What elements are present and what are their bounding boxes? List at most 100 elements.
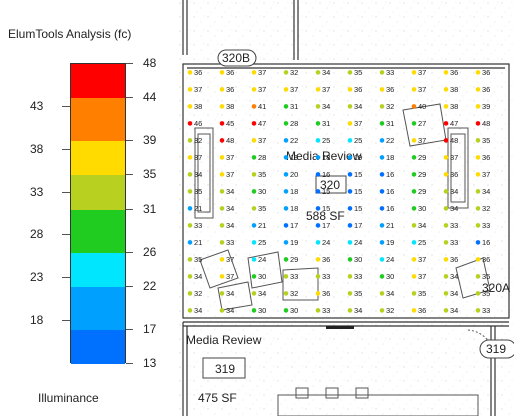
- calc-point-value: 33: [386, 68, 394, 77]
- calc-point-dot: [283, 189, 289, 194]
- calc-point-value: 36: [322, 255, 330, 264]
- calc-point-value: 35: [482, 136, 490, 145]
- calc-point-dot: [411, 308, 417, 313]
- calc-point-value: 32: [290, 289, 298, 298]
- calc-point-dot: [379, 155, 385, 160]
- scale-label-left: 18: [30, 313, 44, 328]
- calc-point-dot: [315, 291, 321, 296]
- calc-point-value: 36: [482, 68, 490, 77]
- calc-point-dot: [219, 257, 225, 262]
- calc-point-value: 22: [290, 136, 298, 145]
- scale-label-left: 43: [30, 98, 44, 113]
- calc-point-dot: [315, 104, 321, 109]
- calc-point-value: 21: [258, 221, 266, 230]
- calc-point-dot: [251, 223, 257, 228]
- room-320B-tag[interactable]: 320B: [217, 49, 257, 67]
- scale-label-right: 31: [143, 201, 157, 216]
- calc-point-value: 37: [290, 85, 298, 94]
- calc-point-dot: [251, 155, 257, 160]
- color-band: [71, 286, 125, 330]
- calc-point-value: 35: [258, 204, 266, 213]
- calc-point-dot: [187, 172, 193, 177]
- calc-point-dot: [475, 206, 481, 211]
- calc-point-value: 38: [450, 85, 458, 94]
- calc-point-dot: [315, 121, 321, 126]
- calc-point-value: 34: [354, 102, 362, 111]
- calc-point-value: 37: [322, 85, 330, 94]
- calc-point-dot: [187, 291, 193, 296]
- calc-point-value: 28: [290, 119, 298, 128]
- calc-point-dot: [475, 189, 481, 194]
- calc-point-dot: [347, 240, 353, 245]
- calc-point-value: 18: [290, 204, 298, 213]
- calc-point-value: 32: [386, 102, 394, 111]
- calc-point-dot: [379, 274, 385, 279]
- calc-point-dot: [315, 70, 321, 75]
- calc-point-value: 47: [450, 119, 458, 128]
- calc-point-dot: [475, 121, 481, 126]
- calc-point-dot: [475, 257, 481, 262]
- scale-tick: [62, 320, 70, 322]
- calc-point-value: 27: [418, 119, 426, 128]
- calc-point-value: 16: [386, 170, 394, 179]
- scale-tick: [126, 328, 133, 330]
- calc-point-value: 37: [418, 68, 426, 77]
- room-area-main: 588 SF: [306, 209, 345, 223]
- calc-point-dot: [283, 257, 289, 262]
- room-319-tag[interactable]: 319: [479, 339, 514, 359]
- calc-point-value: 37: [418, 85, 426, 94]
- calc-point-dot: [283, 104, 289, 109]
- calc-point-dot: [251, 70, 257, 75]
- scale-tick: [62, 234, 70, 236]
- color-band: [71, 329, 125, 364]
- calc-point-dot: [443, 172, 449, 177]
- scale-label-right: 22: [143, 278, 157, 293]
- calc-point-dot: [187, 189, 193, 194]
- calc-point-dot: [347, 206, 353, 211]
- room-number-box: [315, 175, 347, 194]
- scale-tick: [126, 140, 133, 142]
- calc-point-value: 37: [258, 136, 266, 145]
- calc-point-value: 32: [482, 204, 490, 213]
- calc-point-value: 35: [418, 289, 426, 298]
- calc-point-value: 37: [226, 272, 234, 281]
- calc-point-value: 48: [482, 119, 490, 128]
- calc-point-value: 29: [418, 170, 426, 179]
- calc-point-dot: [219, 155, 225, 160]
- calc-point-dot: [219, 223, 225, 228]
- room-320A-label: 320A: [482, 281, 510, 295]
- calc-point-dot: [379, 206, 385, 211]
- calc-point-dot: [443, 223, 449, 228]
- calc-point-value: 31: [290, 102, 298, 111]
- calc-point-value: 35: [354, 68, 362, 77]
- door-mark: [326, 326, 354, 329]
- scale-tick: [62, 191, 70, 193]
- calc-point-value: 36: [194, 68, 202, 77]
- calc-point-value: 33: [322, 306, 330, 315]
- scale-label-right: 17: [143, 321, 157, 336]
- calc-point-value: 37: [226, 170, 234, 179]
- calc-point-value: 21: [194, 204, 202, 213]
- calc-point-dot: [475, 70, 481, 75]
- scale-label-right: 48: [143, 56, 157, 70]
- calc-point-dot: [475, 104, 481, 109]
- calc-point-value: 36: [450, 255, 458, 264]
- calc-point-value: 36: [386, 85, 394, 94]
- calc-point-dot: [475, 87, 481, 92]
- calc-point-dot: [379, 308, 385, 313]
- calc-point-value: 37: [450, 153, 458, 162]
- floor-plan-drawing[interactable]: 320B Media Review 320 588 SF Media Revie…: [178, 0, 514, 416]
- calc-point-dot: [411, 70, 417, 75]
- calc-point-dot: [283, 138, 289, 143]
- scale-label-right: 26: [143, 244, 157, 259]
- calc-point-value: 24: [354, 238, 362, 247]
- calc-point-value: 28: [258, 153, 266, 162]
- calc-point-value: 15: [322, 204, 330, 213]
- calc-point-dot: [219, 240, 225, 245]
- calc-point-dot: [251, 121, 257, 126]
- calc-point-dot: [379, 172, 385, 177]
- calc-point-dot: [187, 121, 193, 126]
- scale-label-right: 44: [143, 90, 157, 105]
- calc-point-value: 19: [354, 153, 362, 162]
- calc-point-dot: [347, 189, 353, 194]
